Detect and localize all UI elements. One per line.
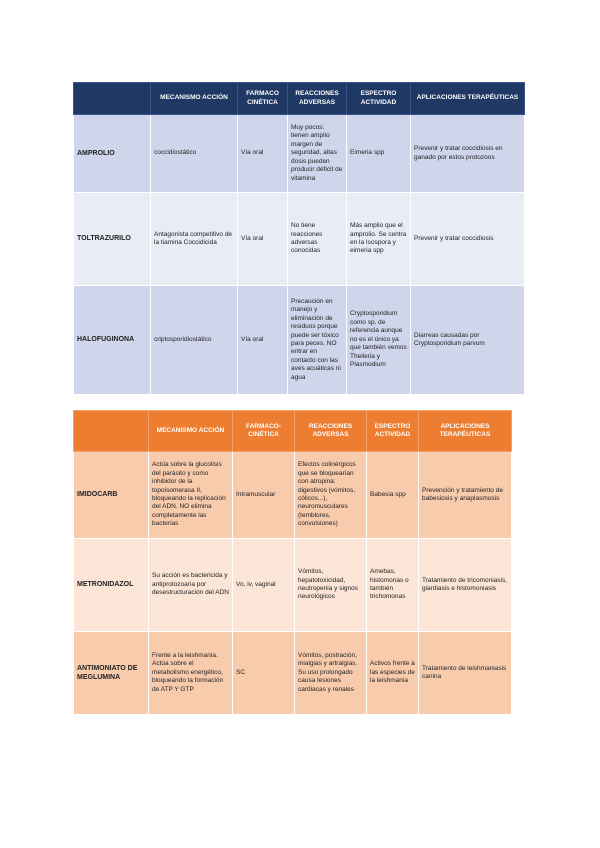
cell: Vómitos, postración, mialgias y artralgi… — [294, 631, 367, 715]
cell: Tratamiento de leishmaniasis canina — [418, 631, 512, 715]
drug-name: ANTIMONIATO DE MEGLUMINA — [73, 631, 149, 715]
drug-name: TOLTRAZURILO — [73, 192, 151, 286]
cell: Diarreas causadas por Cryptosporidium pa… — [410, 285, 525, 395]
cell: Prevención y tratamiento de babesiosis y… — [418, 451, 512, 539]
drug-name: METRONIDAZOL — [73, 538, 149, 632]
cell: Muy pocos: tienen amplio margen de segur… — [287, 114, 347, 193]
row: ANTIMONIATO DE MEGLUMINA Frente a la leis… — [73, 631, 512, 715]
header-row: MECANISMO ACCIÓN FARMACO CINÉTICA REACCION… — [73, 82, 525, 115]
cell: criptosporidiostático — [150, 285, 238, 395]
header-cell: MECANISMO ACCIÓN — [148, 410, 233, 452]
table-antiprotozoal-2: MECANISMO ACCIÓN FARMACO-CINÉTICA REACCION… — [73, 410, 512, 715]
header-cell: FARMACO-CINÉTICA — [232, 410, 295, 452]
cell: Babesia spp — [366, 451, 419, 539]
header-cell: REACCIONES ADVERSAS — [294, 410, 367, 452]
header-cell: APLICACIONES TERAPÉUTICAS — [418, 410, 512, 452]
cell: Activos frente a las especies de la leis… — [366, 631, 419, 715]
row: METRONIDAZOL Su acción es bactericida y a… — [73, 538, 512, 632]
cell: Antagonista competitivo de la tiamina Co… — [150, 192, 238, 286]
cell: Su acción es bactericida y antiprotozoar… — [148, 538, 233, 632]
header-cell: ESPECTRO ACTIVIDAD — [366, 410, 419, 452]
cell: Amebas, histomonas o también trichomonas — [366, 538, 419, 632]
cell: Vo, iv, vaginal — [232, 538, 295, 632]
header-cell — [73, 410, 149, 452]
cell: SC — [232, 631, 295, 715]
row: AMPROLIO coccidiostático Vía oral Muy pocos… — [73, 114, 525, 193]
cell: No tiene reacciones adversas conocidas — [287, 192, 347, 286]
cell: Más amplio que el amprolio. Se centra en… — [346, 192, 411, 286]
cell: Vómitos, hepatotoxicidad, neutropenia y … — [294, 538, 367, 632]
row: IMIDOCARB Actúa sobre la glucolisis del p… — [73, 451, 512, 539]
drug-name: IMIDOCARB — [73, 451, 149, 539]
cell: Vía oral — [237, 285, 288, 395]
cell: Efectos colinérgicos que se bloquearían … — [294, 451, 367, 539]
cell: Prevenir y tratar coccidiosis en ganado … — [410, 114, 525, 193]
cell: Tratamiento de tricomoniasis, giardiasis… — [418, 538, 512, 632]
header-row: MECANISMO ACCIÓN FARMACO-CINÉTICA REACCION… — [73, 410, 512, 452]
drug-name: HALOFUGINONA — [73, 285, 151, 395]
cell: Eimeria spp — [346, 114, 411, 193]
row: TOLTRAZURILO Antagonista competitivo de l… — [73, 192, 525, 286]
header-cell: ESPECTRO ACTIVIDAD — [346, 82, 411, 115]
header-cell: APLICACIONES TERAPÉUTICAS — [410, 82, 525, 115]
cell: Vía oral — [237, 192, 288, 286]
cell: Vía oral — [237, 114, 288, 193]
cell: Cryptosporidium como sp. de referencia a… — [346, 285, 411, 395]
header-cell: FARMACO CINÉTICA — [237, 82, 288, 115]
header-cell — [73, 82, 151, 115]
row: HALOFUGINONA criptosporidiostático Vía ora… — [73, 285, 525, 395]
cell: Precaución en manejo y eliminación de re… — [287, 285, 347, 395]
header-cell: REACCIONES ADVERSAS — [287, 82, 347, 115]
cell: Prevenir y tratar coccidiosis — [410, 192, 525, 286]
cell: Frente a la leishmania. Actúa sobre el m… — [148, 631, 233, 715]
table-antiprotozoal-1: MECANISMO ACCIÓN FARMACO CINÉTICA REACCION… — [73, 82, 525, 395]
drug-name: AMPROLIO — [73, 114, 151, 193]
cell: coccidiostático — [150, 114, 238, 193]
cell: Actúa sobre la glucolisis del parásito y… — [148, 451, 233, 539]
cell: Intramuscular — [232, 451, 295, 539]
header-cell: MECANISMO ACCIÓN — [150, 82, 238, 115]
